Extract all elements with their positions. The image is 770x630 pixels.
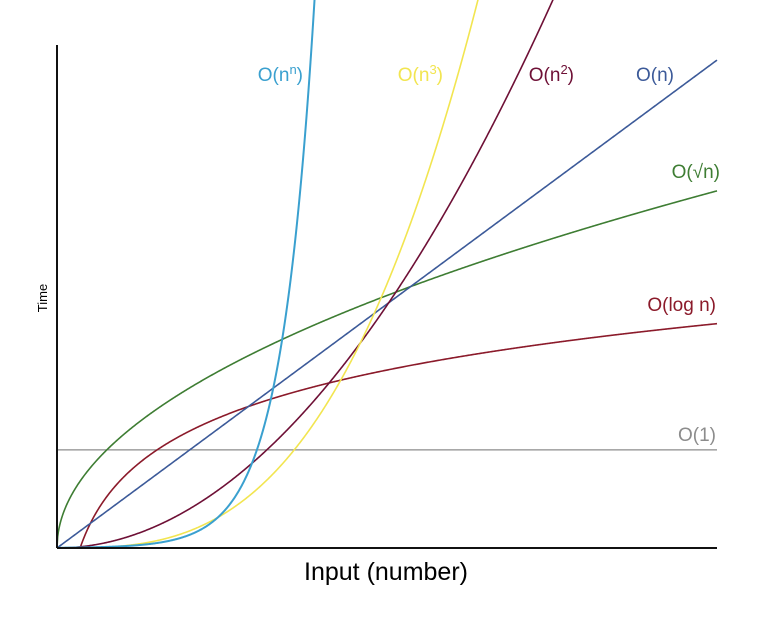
series-line-3 [56, 190, 718, 549]
series-labels: O(1) O(log n) O(√n) O(n) O(n2) O(n3) O(nn) [258, 62, 720, 447]
series-label-2: O(log n) [647, 295, 716, 316]
series-label-1: O(1) [678, 425, 716, 446]
curves-layer [56, 0, 718, 549]
series-label-4: O(n) [636, 65, 674, 86]
series-line-2 [80, 322, 718, 547]
series-label-5: O(n2) [529, 62, 574, 87]
series-label-6: O(n3) [398, 62, 443, 87]
series-line-5 [57, 0, 554, 549]
series-label-3: O(√n) [672, 162, 720, 183]
x-axis-label: Input (number) [304, 558, 468, 586]
y-axis-label: Time [35, 284, 50, 312]
series-label-7: O(nn) [258, 62, 303, 87]
